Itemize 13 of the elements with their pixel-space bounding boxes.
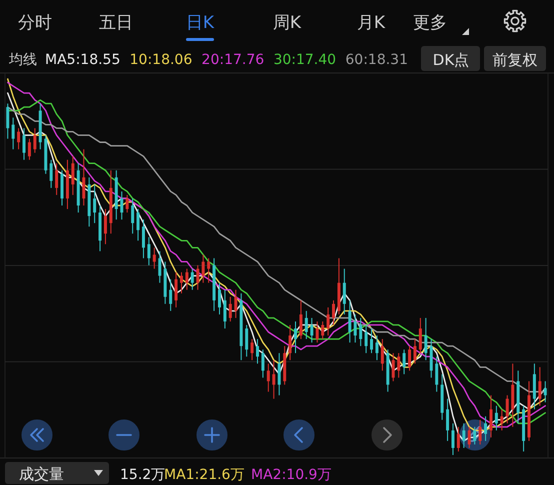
text: 成交量 [19,465,64,483]
text: 月K [356,13,386,33]
text: 分时 [18,13,52,33]
text: DK点 [432,51,470,69]
text: 五日 [99,13,133,33]
text: 日K [186,13,215,33]
text: 15.2万 [120,467,166,483]
text: 前复权 [492,51,538,69]
legend: 均线 MA5:18.55 10:18.06 20:17.76 30:17.40 60:18.31 [9,52,408,68]
text: 更多 [413,13,447,33]
text: 周K [272,13,302,33]
text: MA2:10.9万 [251,467,332,483]
text: MA1:21.6万 [164,467,244,483]
